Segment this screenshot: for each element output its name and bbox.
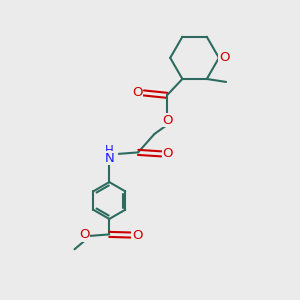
Text: N: N [104, 152, 114, 165]
Text: O: O [132, 86, 142, 99]
Text: O: O [162, 114, 173, 127]
Text: O: O [219, 51, 230, 64]
Text: H: H [105, 144, 114, 157]
Text: O: O [79, 228, 89, 241]
Text: O: O [163, 147, 173, 161]
Text: O: O [132, 229, 142, 242]
